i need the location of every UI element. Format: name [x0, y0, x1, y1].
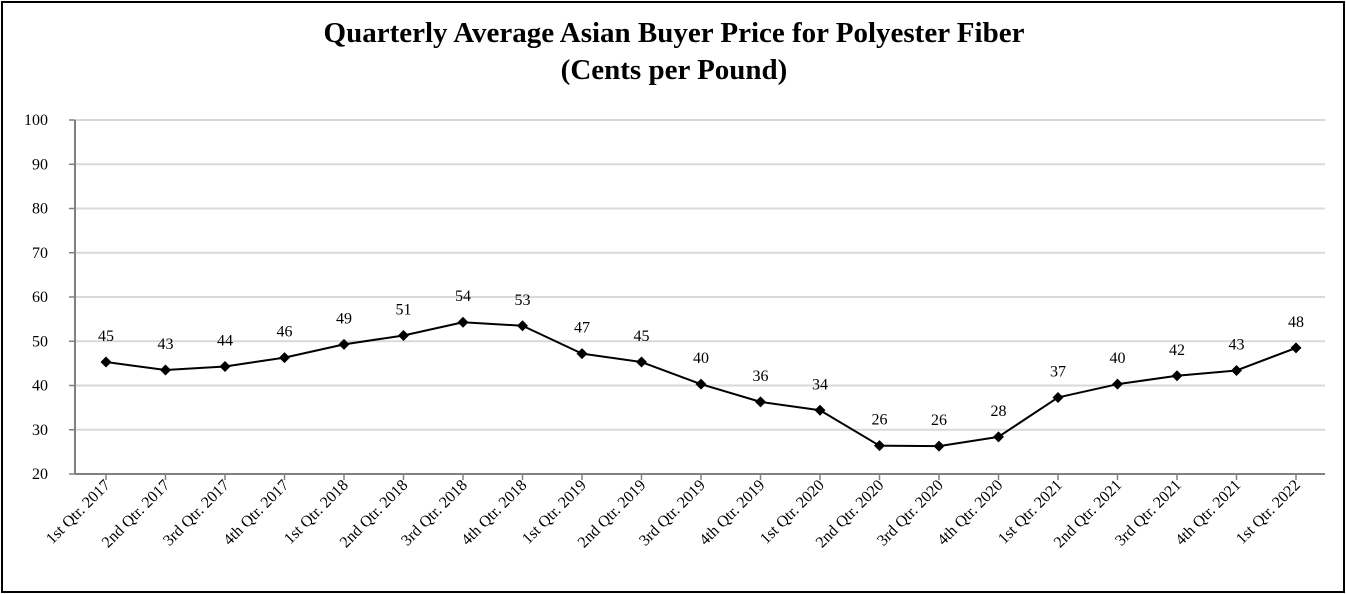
y-tick-label: 20 — [32, 466, 48, 483]
data-label: 54 — [455, 288, 471, 305]
x-tick-label: 1st Qtr. 2022 — [1233, 477, 1304, 548]
y-tick-label: 70 — [32, 245, 48, 262]
data-label: 45 — [98, 328, 114, 345]
data-point-marker — [1112, 378, 1123, 390]
data-label: 40 — [693, 350, 709, 367]
data-label: 43 — [158, 336, 174, 353]
data-label: 44 — [217, 332, 233, 349]
data-label: 42 — [1169, 342, 1185, 359]
data-point-marker — [1290, 342, 1302, 354]
y-tick-label: 60 — [32, 289, 48, 306]
data-label: 51 — [396, 301, 412, 318]
data-labels: 45 43 44 46 49 51 54 53 47 45 40 36 34 26 26 28 37 40 42 43… — [98, 288, 1304, 429]
data-point-marker — [219, 360, 231, 372]
data-label: 45 — [634, 328, 650, 345]
data-point-marker — [100, 356, 112, 368]
data-point-marker — [1231, 364, 1242, 376]
data-point-marker — [457, 316, 469, 328]
data-point-marker — [933, 440, 945, 452]
data-label: 26 — [931, 412, 947, 429]
series-price — [100, 316, 1302, 452]
y-tick-label: 30 — [32, 422, 48, 439]
y-tick-label: 90 — [32, 156, 48, 173]
data-point-marker — [695, 378, 707, 390]
data-label: 28 — [991, 403, 1007, 420]
data-label: 53 — [515, 292, 531, 309]
data-label: 49 — [336, 310, 352, 327]
data-label: 48 — [1288, 314, 1304, 331]
data-point-marker — [993, 431, 1004, 443]
data-point-marker — [874, 440, 885, 452]
chart-title: Quarterly Average Asian Buyer Price for … — [324, 17, 1025, 49]
data-point-marker — [576, 348, 588, 360]
data-label: 47 — [574, 320, 590, 337]
y-tick-label: 40 — [32, 378, 48, 395]
data-point-marker — [517, 320, 528, 332]
data-label: 26 — [872, 412, 888, 429]
data-label: 40 — [1110, 350, 1126, 367]
data-point-marker — [636, 356, 647, 368]
data-point-marker — [1171, 370, 1183, 382]
data-point-marker — [160, 364, 171, 376]
data-label: 36 — [753, 368, 769, 385]
data-label: 34 — [812, 376, 828, 393]
y-tick-label: 100 — [24, 112, 48, 129]
y-axis-ticks: 20 30 40 50 60 70 80 90 100 — [24, 112, 75, 483]
data-point-marker — [338, 338, 350, 350]
chart-subtitle: (Cents per Pound) — [561, 54, 788, 86]
data-point-marker — [1052, 391, 1064, 403]
data-point-marker — [279, 352, 290, 364]
data-label: 43 — [1229, 336, 1245, 353]
data-label: 37 — [1050, 363, 1066, 380]
data-point-marker — [755, 396, 766, 408]
y-tick-label: 80 — [32, 201, 48, 218]
y-tick-label: 50 — [32, 333, 48, 350]
data-point-marker — [398, 329, 409, 341]
data-point-marker — [814, 404, 826, 416]
data-label: 46 — [277, 324, 293, 341]
